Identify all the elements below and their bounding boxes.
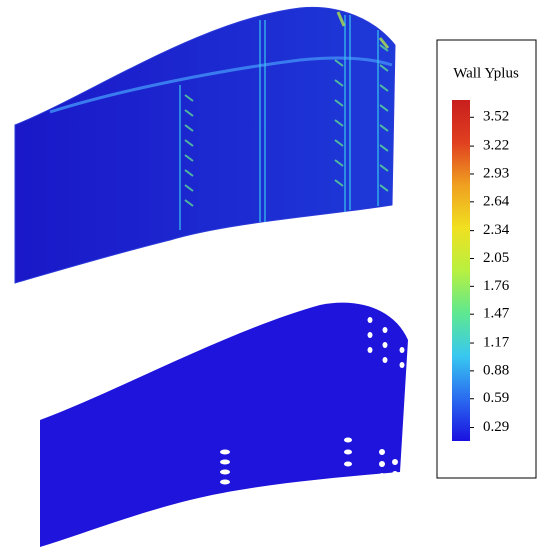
tick-label: 0.29: [483, 419, 509, 435]
tick-label: 3.22: [483, 138, 509, 154]
colorbar: [452, 100, 470, 441]
tick-label: 2.34: [483, 222, 510, 238]
tick-label: 2.05: [483, 250, 509, 266]
blade-fine: [40, 302, 408, 547]
tick-label: 1.76: [483, 278, 510, 294]
blade-coarse: [14, 6, 396, 284]
tick-label: 2.93: [483, 165, 509, 181]
tick-label: 0.59: [483, 390, 509, 406]
tick-label: 3.52: [483, 109, 509, 125]
tick-label: 1.47: [483, 306, 510, 322]
tick-label: 1.17: [483, 334, 510, 350]
tick-label: 2.64: [483, 193, 510, 209]
tick-label: 0.88: [483, 362, 509, 378]
legend-title: Wall Yplus: [453, 65, 519, 81]
